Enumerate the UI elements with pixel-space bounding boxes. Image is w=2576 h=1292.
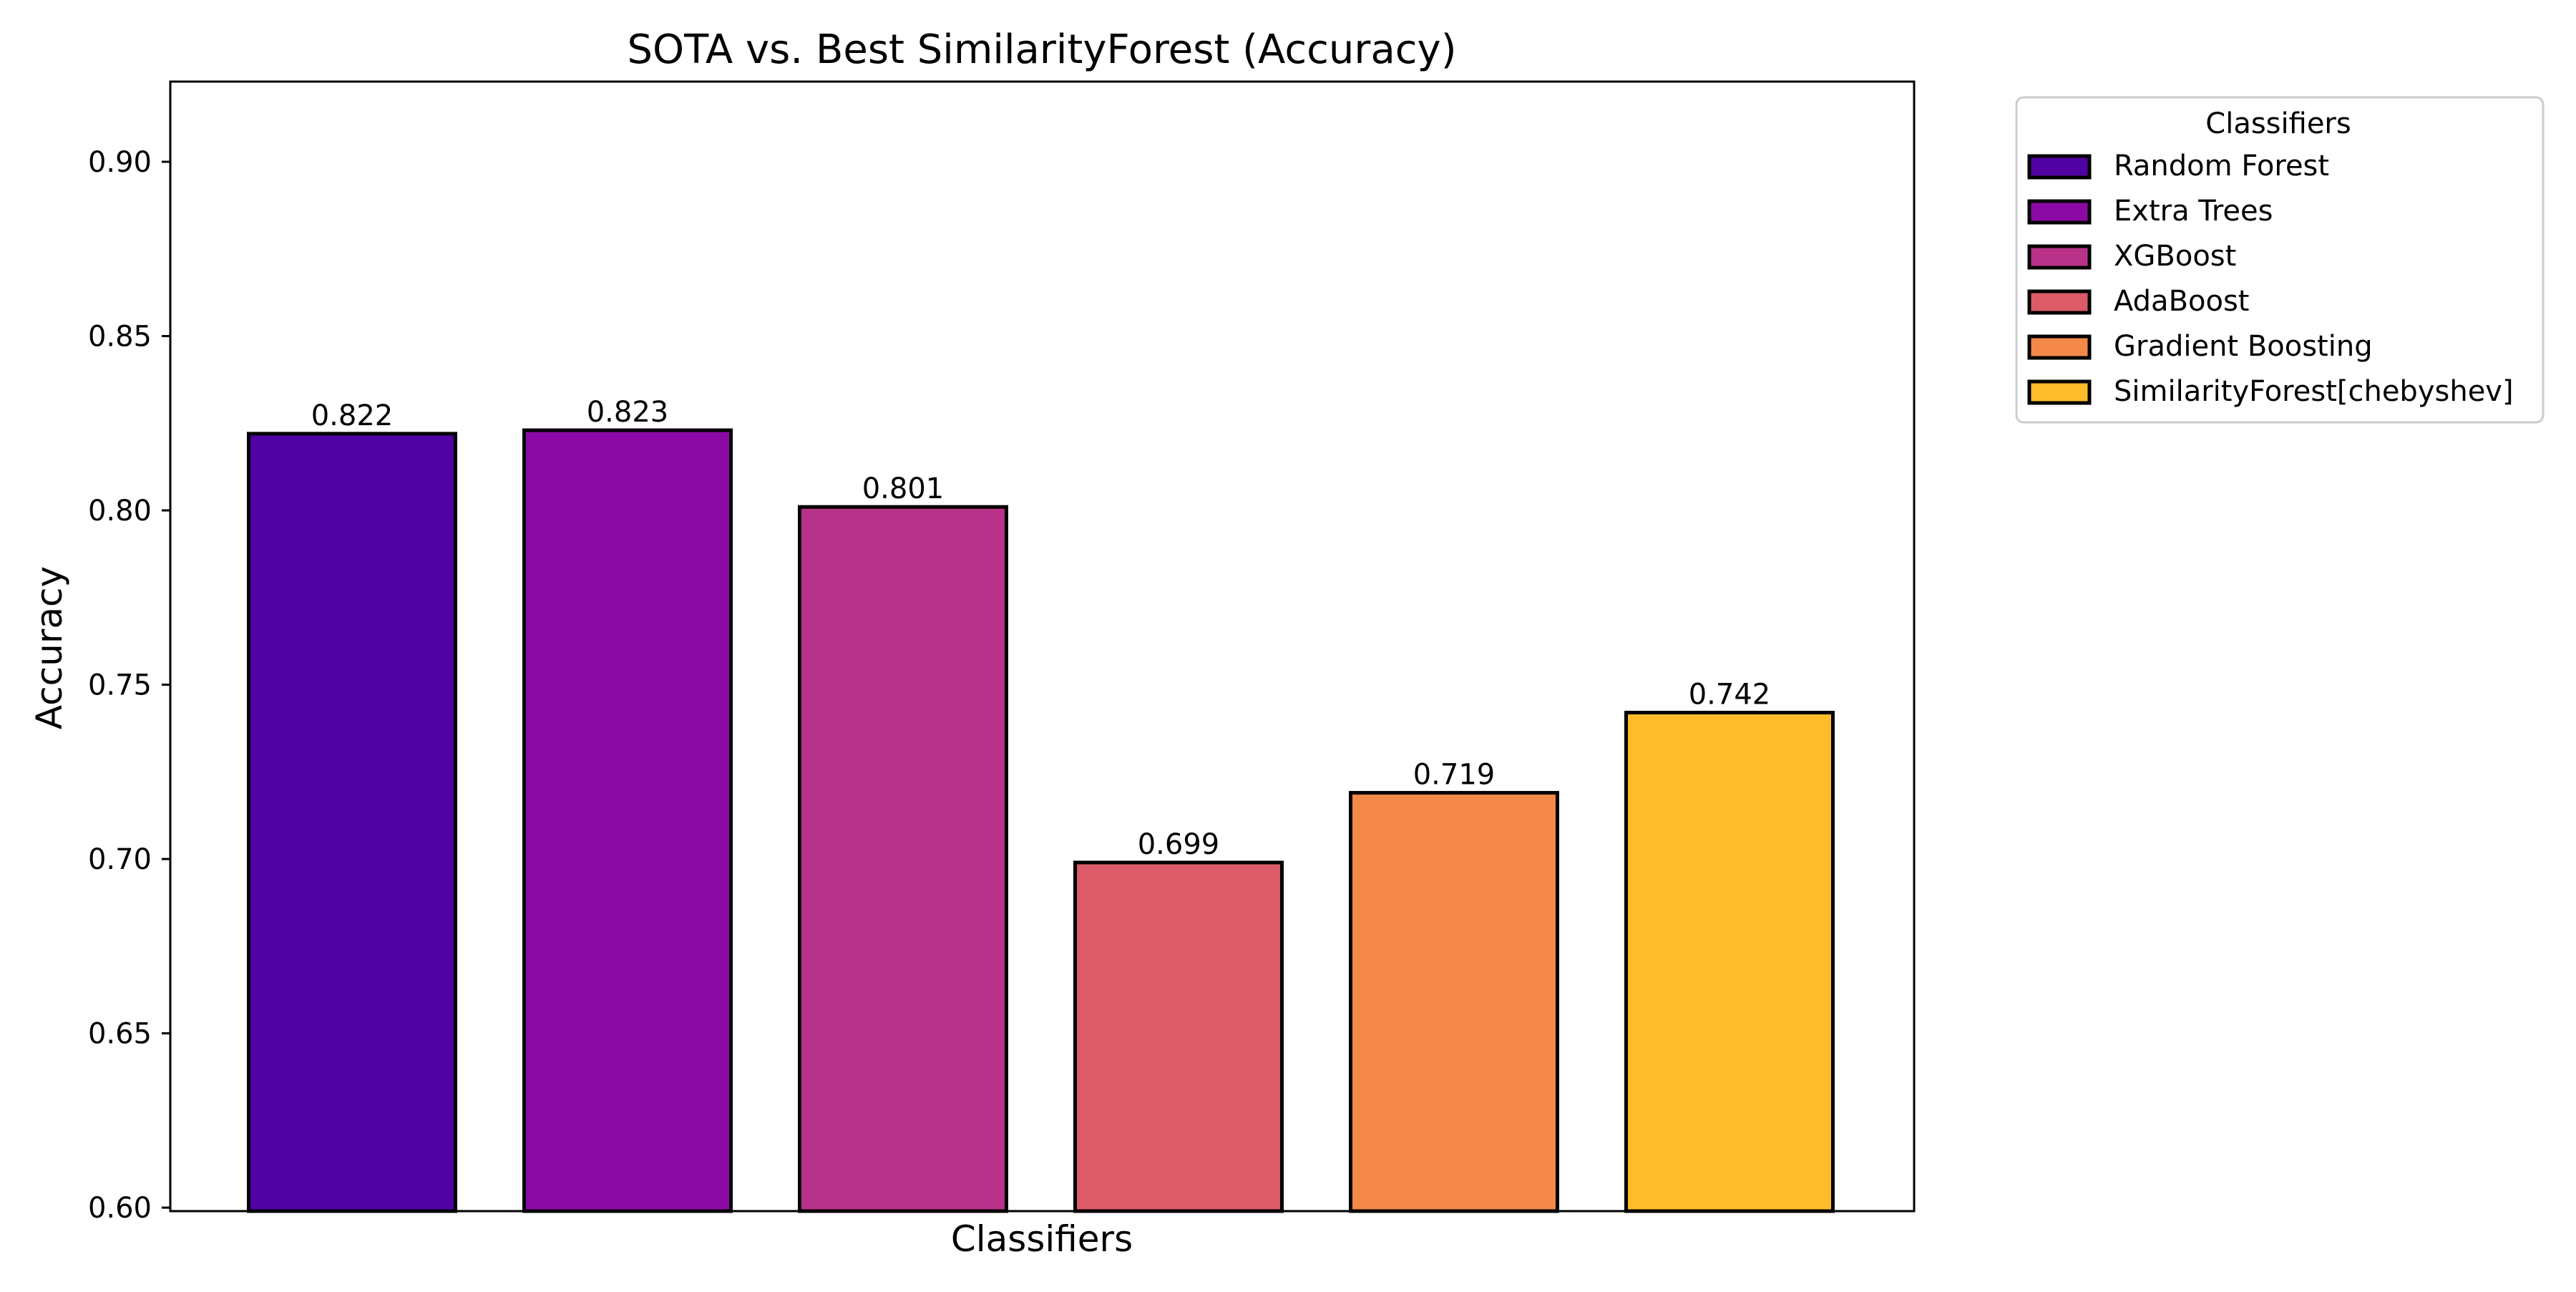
bar xyxy=(247,432,457,1213)
bar-value-label: 0.699 xyxy=(1138,828,1220,861)
bar-value-label: 0.822 xyxy=(311,399,394,432)
legend-item-label: SimilarityForest[chebyshev] xyxy=(2114,375,2514,408)
plot-area: 0.822 0.823 0.801 0.699 0.719 0.742 xyxy=(169,80,1916,1213)
legend-swatch xyxy=(2027,379,2092,405)
legend-swatch xyxy=(2027,334,2092,360)
legend-swatch xyxy=(2027,289,2092,315)
y-tick-label: 0.60 xyxy=(88,1192,152,1225)
bar xyxy=(522,428,733,1213)
y-axis: 0.60 0.65 0.70 0.75 0.80 0.85 0.90 xyxy=(88,146,170,1225)
legend-item-label: Gradient Boosting xyxy=(2114,330,2373,363)
y-tick-label: 0.90 xyxy=(88,146,152,179)
bar xyxy=(1349,791,1559,1213)
bar-value-label: 0.801 xyxy=(862,472,945,505)
legend-item-label: Extra Trees xyxy=(2114,195,2273,228)
legend-title: Classifiers xyxy=(2205,107,2351,140)
plot-frame xyxy=(169,80,1916,1213)
legend-swatch xyxy=(2027,154,2092,180)
legend-item-label: AdaBoost xyxy=(2114,285,2249,318)
y-tick-label: 0.65 xyxy=(88,1018,152,1051)
legend-swatch xyxy=(2027,199,2092,225)
y-tick-label: 0.75 xyxy=(88,669,152,702)
legend-swatch xyxy=(2027,244,2092,270)
bar-value-label: 0.719 xyxy=(1413,759,1496,792)
chart-title: SOTA vs. Best SimilarityForest (Accuracy… xyxy=(627,26,1456,73)
bar xyxy=(1073,860,1284,1213)
legend-frame xyxy=(2015,96,2545,424)
y-tick-label: 0.80 xyxy=(88,495,152,528)
y-tick-label: 0.70 xyxy=(88,843,152,876)
bar-value-label: 0.823 xyxy=(587,396,669,429)
bar-value-label: 0.742 xyxy=(1689,679,1771,711)
y-tick-label: 0.85 xyxy=(88,321,152,354)
legend-item-label: XGBoost xyxy=(2114,240,2236,273)
bar xyxy=(1624,711,1835,1213)
y-axis-label: Accuracy xyxy=(29,566,70,729)
x-axis-label: Classifiers xyxy=(951,1218,1133,1260)
legend-item-label: Random Forest xyxy=(2114,150,2329,183)
bar xyxy=(798,505,1008,1213)
legend: Classifiers Random Forest Extra Trees XGBo… xyxy=(2015,96,2545,424)
